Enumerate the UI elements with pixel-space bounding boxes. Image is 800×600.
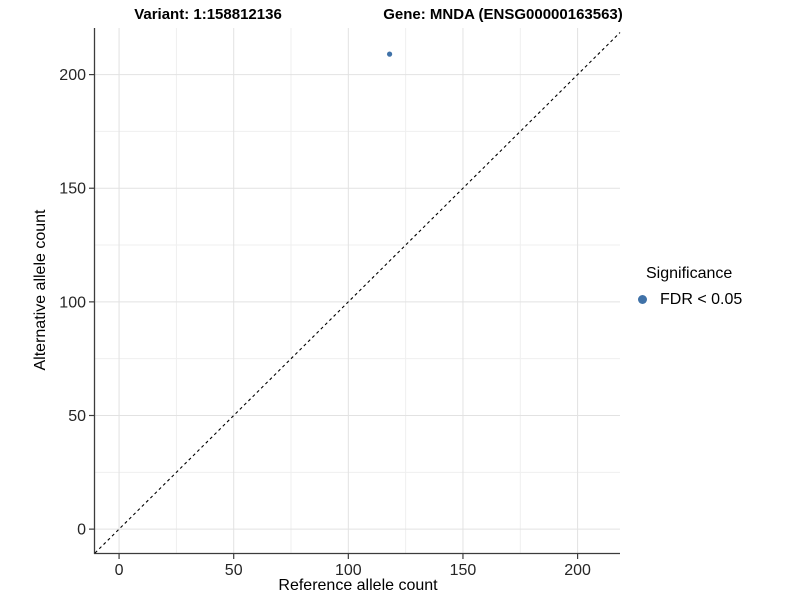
legend-point-icon [638,295,647,304]
x-tick-label: 200 [564,562,591,579]
x-tick-label: 0 [115,562,124,579]
y-tick-label: 150 [59,181,86,198]
y-tick-label: 100 [59,294,86,311]
data-point [386,51,393,57]
x-tick-label: 50 [225,562,243,579]
variant-title: Variant: 1:158812136 [134,6,282,23]
x-axis-label: Reference allele count [278,577,438,594]
x-tick-label: 150 [450,562,477,579]
legend-title: Significance [646,265,733,282]
y-tick-label: 0 [77,522,86,539]
y-tick-label: 200 [59,67,86,84]
legend: Significance FDR < 0.05 [638,264,742,309]
legend-item-label: FDR < 0.05 [660,291,743,308]
y-tick-label: 50 [68,408,86,425]
legend-item: FDR < 0.05 [638,290,742,309]
gene-title: Gene: MNDA (ENSG00000163563) [383,6,623,23]
x-tick-label: 100 [335,562,362,579]
plot-panel [95,28,620,553]
y-axis-label: Alternative allele count [32,209,49,371]
